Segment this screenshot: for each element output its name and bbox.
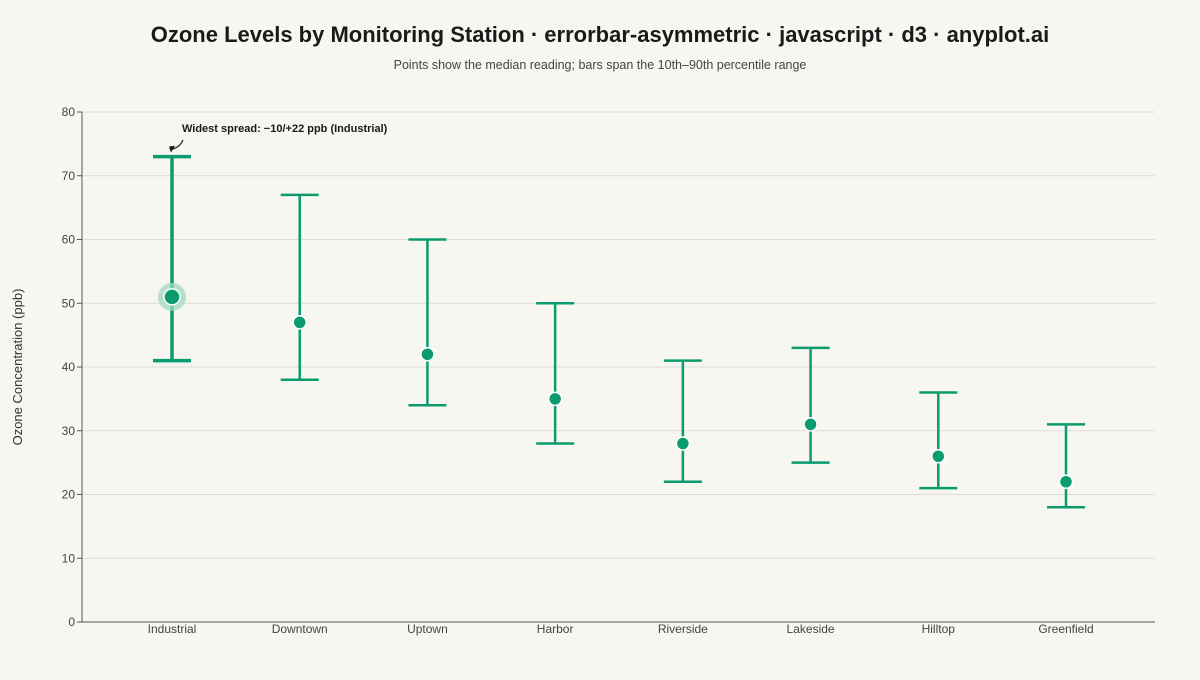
x-tick-label: Industrial [148, 622, 197, 636]
y-tick-label: 0 [68, 615, 75, 629]
median-point [675, 436, 691, 451]
y-tick-label: 50 [62, 296, 76, 310]
median-point [420, 347, 435, 362]
chart-title: Ozone Levels by Monitoring Station · err… [151, 22, 1050, 47]
y-tick-label: 80 [62, 105, 76, 119]
y-tick-label: 30 [62, 424, 76, 438]
x-tick-label: Uptown [407, 622, 448, 636]
x-tick-label: Lakeside [787, 622, 835, 636]
x-tick-label: Downtown [272, 622, 328, 636]
x-tick-label: Riverside [658, 622, 708, 636]
y-axis-label: Ozone Concentration (ppb) [10, 289, 25, 446]
y-tick-label: 10 [62, 551, 76, 565]
y-tick-label: 20 [62, 488, 76, 502]
x-tick-label: Harbor [537, 622, 574, 636]
axes: 0 10 20 30 40 50 60 70 80 Industrial Downtown Uptow… [62, 105, 1155, 636]
chart-subtitle: Points show the median reading; bars spa… [394, 58, 807, 72]
median-point [292, 315, 307, 330]
median-point [547, 391, 563, 407]
median-point [163, 288, 181, 306]
annotation-text: Widest spread: −10/+22 ppb (Industrial) [182, 123, 388, 135]
x-tick-label: Greenfield [1038, 622, 1093, 636]
annotation-arrow-line [172, 139, 184, 150]
x-tick-label: Hilltop [922, 622, 956, 636]
gridlines [82, 111, 1155, 559]
median-point [1058, 474, 1074, 489]
median-point [803, 417, 818, 432]
y-tick-label: 60 [62, 233, 76, 247]
data-marks [153, 154, 1085, 509]
y-tick-label: 70 [62, 169, 76, 183]
annotation-group: Widest spread: −10/+22 ppb (Industrial) [169, 123, 388, 153]
y-tick-label: 40 [62, 360, 76, 374]
annotation-arrowhead [169, 145, 175, 153]
median-point [931, 449, 946, 464]
